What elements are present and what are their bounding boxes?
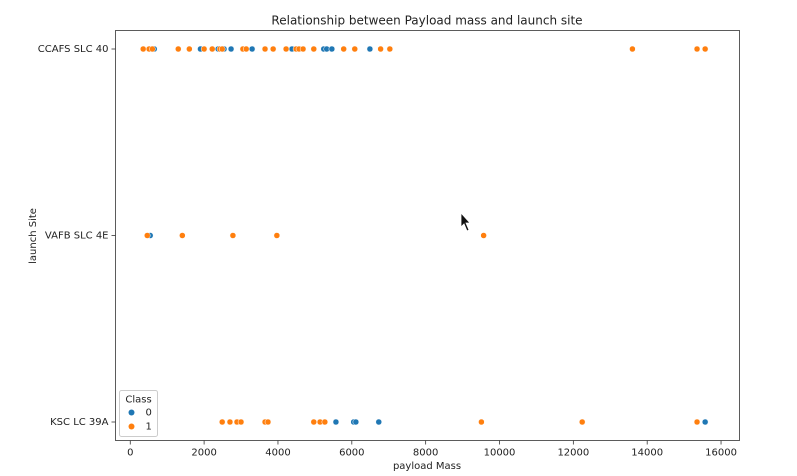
point bbox=[208, 45, 216, 53]
point bbox=[139, 45, 147, 53]
point bbox=[629, 45, 636, 53]
y-axis-label: launch Site bbox=[28, 208, 39, 264]
point bbox=[366, 45, 374, 53]
point bbox=[264, 418, 272, 426]
point bbox=[200, 45, 208, 53]
legend-marker bbox=[128, 423, 135, 430]
point bbox=[701, 418, 709, 426]
point bbox=[693, 418, 701, 426]
legend: Class 0 1 bbox=[119, 390, 158, 437]
point bbox=[310, 45, 318, 53]
point bbox=[693, 45, 701, 53]
point bbox=[578, 418, 586, 426]
point bbox=[242, 45, 250, 53]
point bbox=[478, 418, 485, 426]
point bbox=[352, 418, 360, 426]
point bbox=[321, 418, 329, 426]
point bbox=[218, 45, 226, 53]
point bbox=[149, 45, 156, 53]
y-tick-label: VAFB SLC 4E bbox=[45, 231, 109, 242]
x-tick-label: 12000 bbox=[557, 448, 589, 459]
point bbox=[175, 45, 182, 53]
legend-label: 0 bbox=[146, 408, 152, 419]
point bbox=[480, 232, 487, 239]
chart-title: Relationship between Payload mass and la… bbox=[271, 14, 582, 28]
point bbox=[248, 45, 256, 53]
point bbox=[237, 418, 245, 426]
x-tick-label: 2000 bbox=[191, 448, 216, 459]
point bbox=[340, 45, 347, 53]
mouse-cursor bbox=[460, 211, 471, 232]
point bbox=[218, 418, 226, 426]
x-tick-label: 8000 bbox=[413, 448, 438, 459]
legend-marker bbox=[128, 409, 135, 416]
point bbox=[701, 45, 709, 53]
point bbox=[377, 45, 384, 53]
point bbox=[261, 45, 269, 53]
point bbox=[310, 418, 318, 426]
point bbox=[332, 418, 340, 426]
point bbox=[226, 418, 234, 426]
point bbox=[229, 232, 237, 239]
point bbox=[328, 45, 336, 53]
point bbox=[375, 418, 383, 426]
x-tick-label: 10000 bbox=[484, 448, 516, 459]
x-tick-label: 14000 bbox=[631, 448, 663, 459]
point bbox=[386, 45, 394, 53]
x-tick-label: 6000 bbox=[339, 448, 364, 459]
point bbox=[186, 45, 193, 53]
point bbox=[351, 45, 359, 53]
point bbox=[299, 45, 307, 53]
point bbox=[273, 232, 281, 239]
x-tick-label: 0 bbox=[127, 448, 133, 459]
x-axis-label: payload Mass bbox=[393, 461, 461, 472]
point bbox=[282, 45, 290, 53]
x-tick-label: 4000 bbox=[265, 448, 290, 459]
y-tick-label: KSC LC 39A bbox=[50, 417, 109, 428]
point bbox=[227, 45, 235, 53]
legend-label: 1 bbox=[146, 422, 152, 433]
y-tick-label: CCAFS SLC 40 bbox=[38, 44, 109, 55]
legend-title: Class bbox=[125, 395, 151, 406]
point bbox=[269, 45, 277, 53]
x-tick-label: 16000 bbox=[705, 448, 737, 459]
point bbox=[179, 232, 186, 239]
point bbox=[144, 232, 151, 239]
